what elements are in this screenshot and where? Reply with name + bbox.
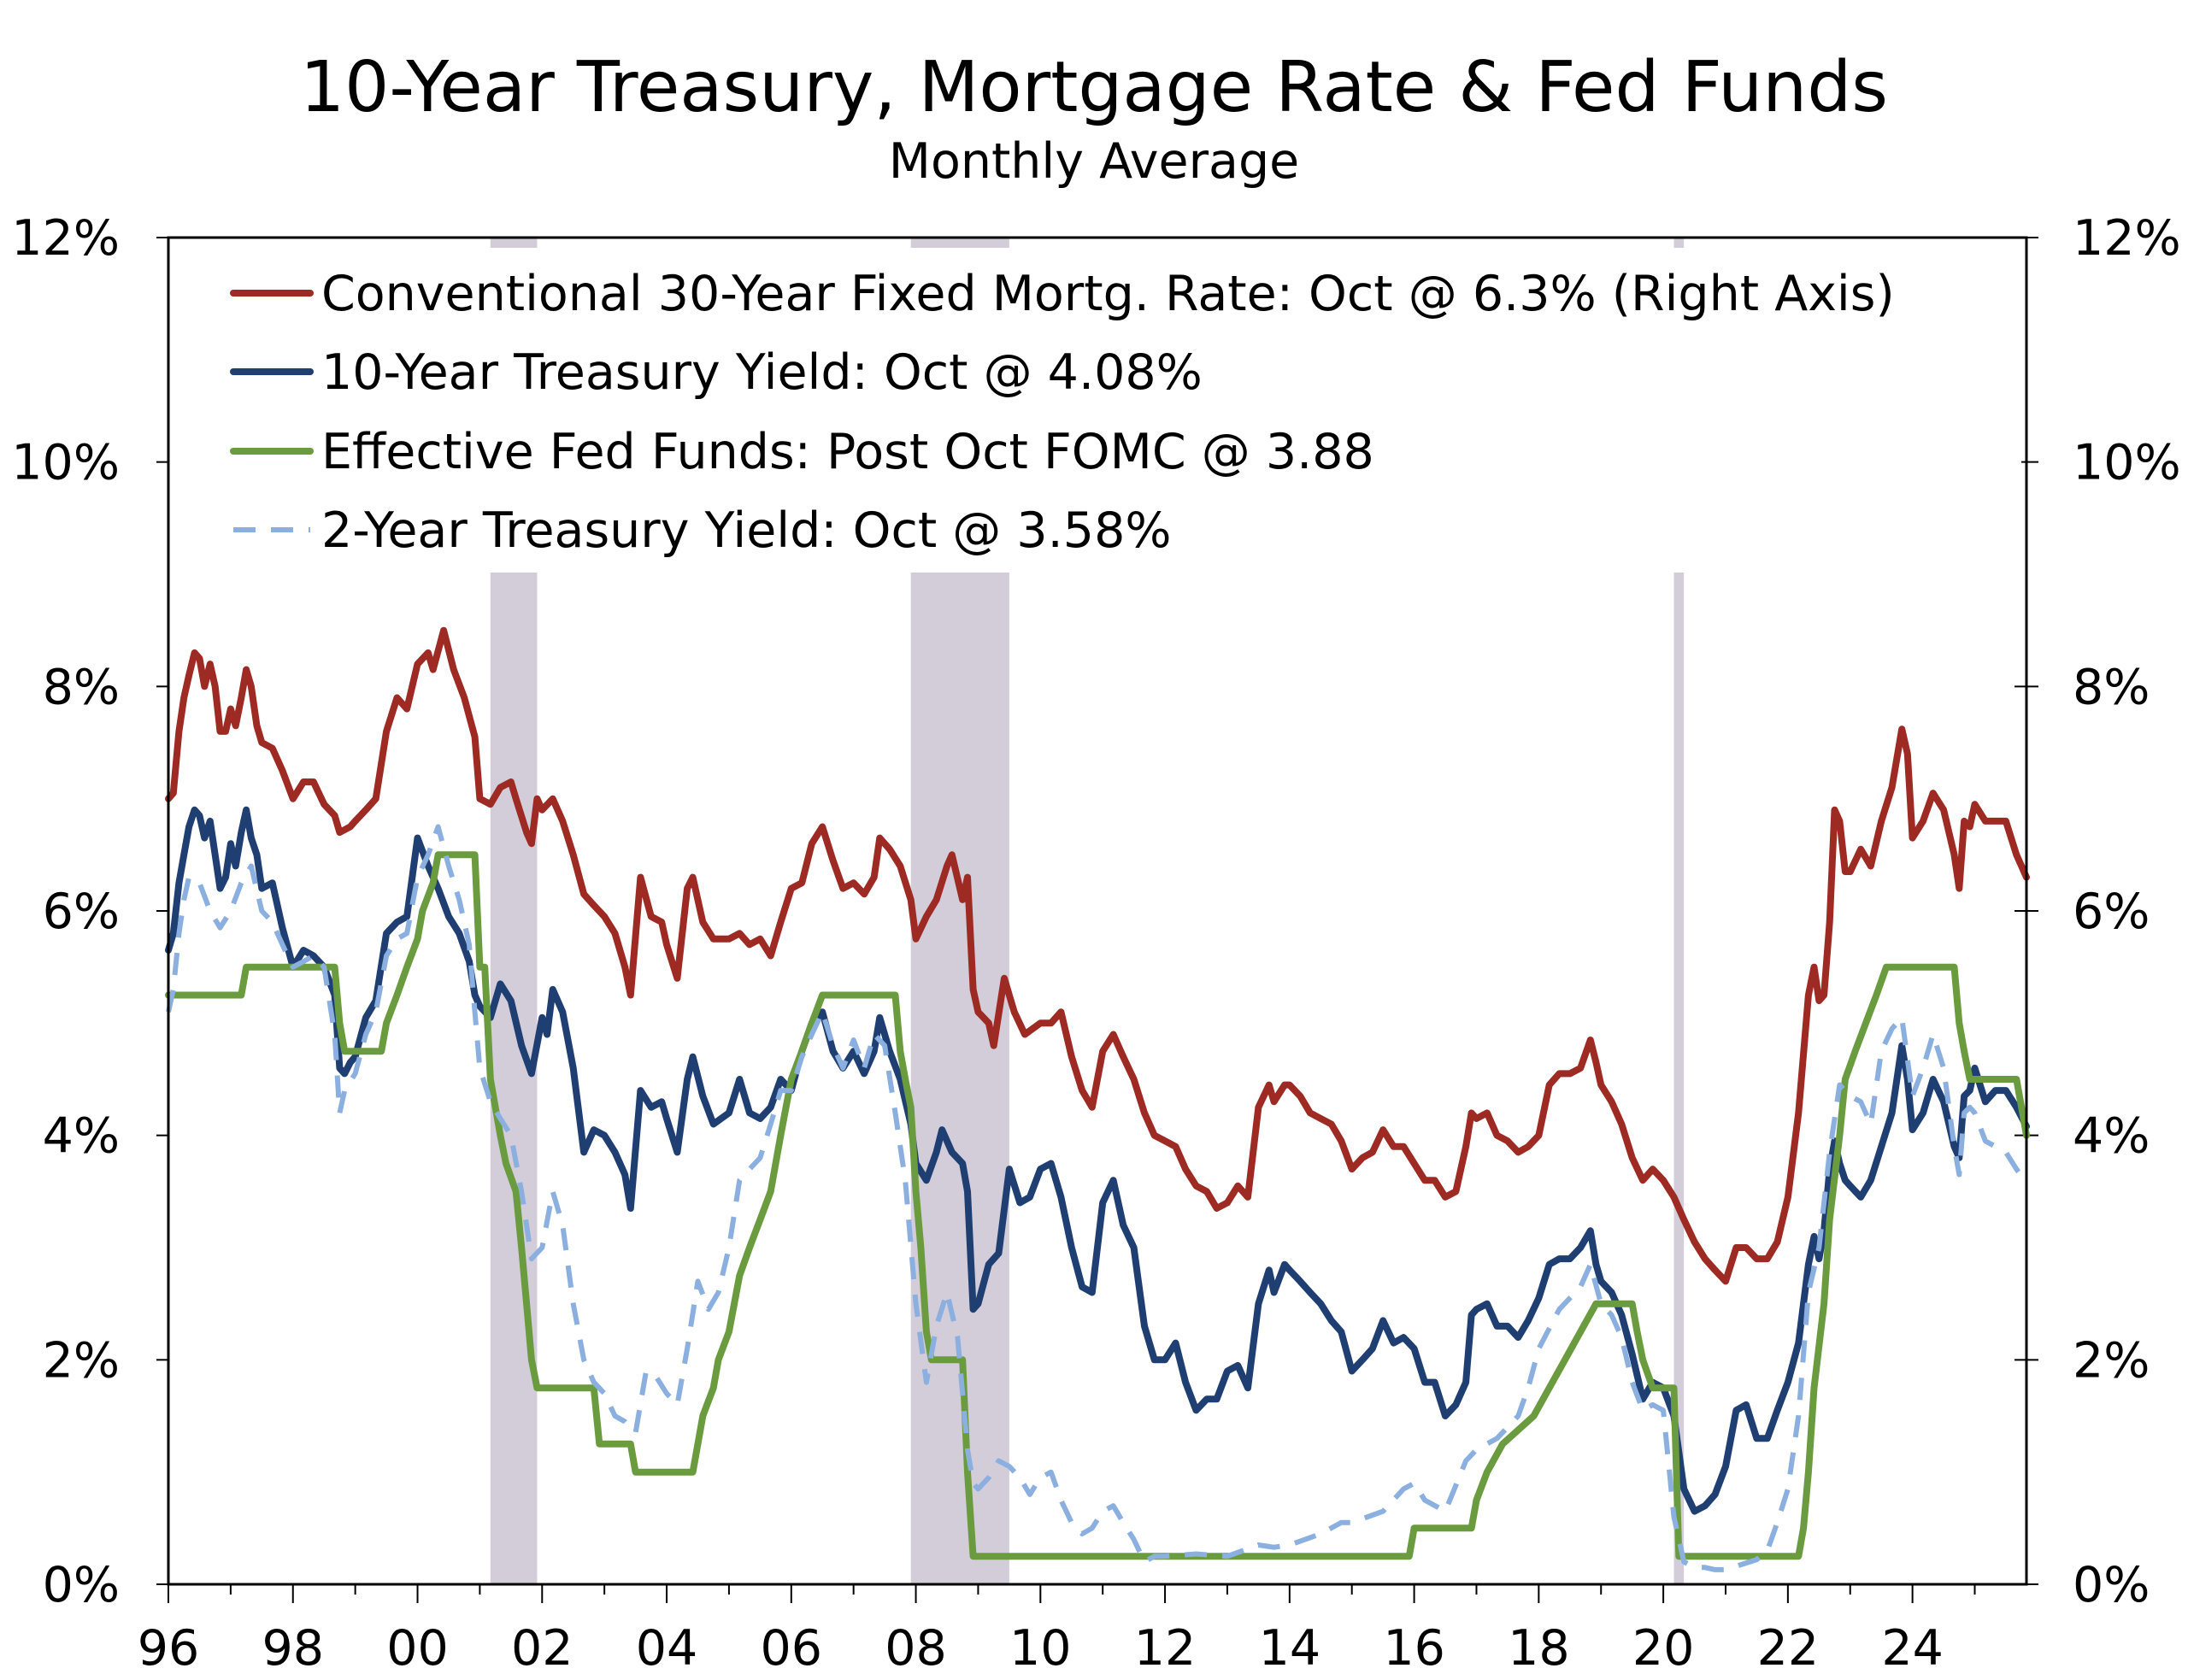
x-tick-label: 16	[1383, 1620, 1445, 1677]
x-tick-label: 24	[1881, 1620, 1944, 1677]
y-tick-label-left: 6%	[43, 884, 120, 940]
y-tick-label-left: 12%	[11, 210, 120, 267]
x-tick-label: 08	[885, 1620, 947, 1677]
series-line	[165, 851, 2030, 1560]
x-tick-label: 96	[138, 1620, 200, 1677]
y-tick-label-left: 2%	[43, 1332, 120, 1389]
x-tick-label: 02	[511, 1620, 573, 1677]
y-tick-label-left: 4%	[43, 1108, 120, 1165]
y-tick-label-right: 0%	[2073, 1557, 2150, 1613]
x-tick-label: 10	[1009, 1620, 1072, 1677]
legend-label: Conventional 30-Year Fixed Mortg. Rate: …	[321, 266, 1895, 322]
chart-title: 10-Year Treasury, Mortgage Rate & Fed Fu…	[300, 47, 1888, 128]
legend-backdrop	[192, 248, 2021, 573]
y-tick-label-left: 10%	[11, 435, 120, 491]
chart-subtitle: Monthly Average	[889, 133, 1299, 190]
y-tick-label-left: 0%	[43, 1557, 120, 1613]
series-line	[165, 626, 2030, 1285]
x-tick-label: 20	[1632, 1620, 1695, 1677]
x-tick-label: 04	[636, 1620, 698, 1677]
plot-frame	[167, 236, 2028, 1586]
y-tick-label-right: 10%	[2073, 435, 2181, 491]
y-tick-label-right: 6%	[2073, 884, 2150, 940]
x-tick-label: 18	[1508, 1620, 1570, 1677]
y-tick-label-right: 4%	[2073, 1108, 2150, 1165]
series-line	[166, 824, 2029, 1572]
x-tick-label: 12	[1134, 1620, 1197, 1677]
legend-label: 10-Year Treasury Yield: Oct @ 4.08%	[321, 344, 1203, 401]
x-tick-label: 98	[262, 1620, 324, 1677]
legend: Conventional 30-Year Fixed Mortg. Rate: …	[230, 266, 1895, 559]
y-tick-label-right: 12%	[2073, 210, 2181, 267]
x-tick-label: 06	[761, 1620, 823, 1677]
series-lines-group	[165, 626, 2030, 1572]
y-tick-label-right: 8%	[2073, 659, 2150, 715]
axis-labels-group: 0% 0% 2% 2% 4% 4% 6% 6% 8% 8% 10% 10% 12% 12% 96 98 00 02…	[11, 210, 2180, 1677]
legend-label: 2-Year Treasury Yield: Oct @ 3.58%	[321, 502, 1172, 559]
legend-label: Effective Fed Funds: Post Oct FOMC @ 3.8…	[321, 424, 1374, 480]
recession-band	[1673, 238, 1685, 1584]
x-tick-label: 00	[386, 1620, 449, 1677]
y-tick-label-right: 2%	[2073, 1332, 2150, 1389]
x-tick-label: 22	[1757, 1620, 1820, 1677]
x-tick-label: 14	[1259, 1620, 1321, 1677]
series-line	[165, 806, 2030, 1515]
y-tick-label-left: 8%	[43, 659, 120, 715]
